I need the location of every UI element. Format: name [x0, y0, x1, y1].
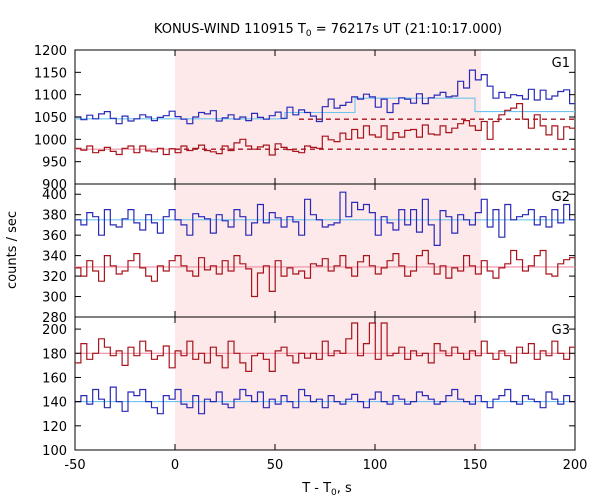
x-tick-label: 0 [171, 458, 179, 473]
highlight-layer [175, 50, 481, 450]
y-tick-label: 160 [42, 371, 67, 386]
series-blue-g2 [75, 191, 575, 246]
series-lines [75, 69, 575, 415]
series-red-g1 [75, 103, 575, 156]
y-tick-label: 1000 [34, 133, 67, 148]
y-tick-label: 360 [42, 229, 67, 244]
y-tick-label: 380 [42, 209, 67, 224]
y-tick-label: 1050 [34, 111, 67, 126]
panel-frame-g3 [74, 316, 576, 451]
x-tick-label: 150 [463, 458, 488, 473]
y-tick-label: 100 [42, 444, 67, 459]
chart-title: KONUS-WIND 110915 T0 = 76217s UT (21:10:… [154, 22, 502, 39]
x-tick-label: -50 [64, 458, 85, 473]
y-tick-label: 180 [42, 347, 67, 362]
y-axis-label: counts / sec [5, 211, 20, 289]
y-tick-label: 200 [42, 323, 67, 338]
y-tick-label: 1150 [34, 66, 67, 81]
y-tick-label: 400 [42, 188, 67, 203]
x-axis-label: T - T0, s [301, 481, 352, 498]
x-tick-label: 200 [563, 458, 588, 473]
highlight-band [175, 50, 481, 450]
x-tick-label: 50 [267, 458, 284, 473]
y-tick-label: 1100 [34, 89, 67, 104]
series-blue-g1 [75, 69, 575, 125]
y-tick-label: 120 [42, 420, 67, 435]
y-tick-label: 300 [42, 291, 67, 306]
y-tick-label: 950 [42, 156, 67, 171]
y-tick-label: 900 [42, 178, 67, 193]
panel-label-g3: G3 [552, 323, 570, 338]
y-tick-label: 280 [42, 311, 67, 326]
y-tick-label: 340 [42, 250, 67, 265]
y-tick-label: 140 [42, 396, 67, 411]
panel-label-g1: G1 [552, 56, 570, 71]
tick-labels: 90095010001050110011501200G1280300320340… [34, 44, 588, 473]
y-tick-label: 320 [42, 270, 67, 285]
x-tick-label: 100 [363, 458, 388, 473]
series-red-g2 [75, 249, 575, 298]
tick-marks [74, 49, 576, 451]
series-blue-g3 [75, 386, 575, 415]
series-red-g3 [75, 322, 575, 372]
y-tick-label: 1200 [34, 44, 67, 59]
panel-label-g2: G2 [552, 190, 570, 205]
